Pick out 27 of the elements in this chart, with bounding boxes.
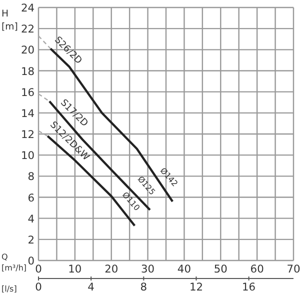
x-tick-label: 10 [68, 262, 82, 276]
y-tick-label: 6 [28, 191, 35, 204]
y-tick-label: 4 [28, 212, 35, 226]
y-axis-title: H [m] [2, 8, 18, 33]
x2-tick-label: 16 [242, 280, 256, 294]
x-axis-title: Q [m³/h] [2, 252, 27, 272]
x-tick-label: 40 [177, 262, 192, 276]
y-tick-label: 12 [20, 128, 35, 141]
y-tick-label: 20 [20, 44, 35, 57]
y-tick-label: 24 [20, 2, 35, 14]
x2-tick-label: 8 [140, 280, 148, 294]
x2-axis-title: [l/s] [2, 284, 17, 294]
y-tick-label: 10 [20, 149, 35, 162]
x-tick-label: 50 [214, 262, 228, 276]
x-tick-label: 30 [141, 262, 155, 276]
y-tick-label: 18 [20, 64, 35, 78]
x-tick-label: 60 [250, 262, 264, 276]
y-tick-label: 8 [28, 170, 35, 184]
x-tick-label: 20 [104, 262, 118, 276]
x-tick-label: 70 [286, 262, 300, 276]
y-tick-label: 0 [28, 254, 35, 268]
x2-tick-label: 4 [88, 280, 95, 294]
y-tick-label: 14 [20, 106, 35, 120]
y-tick-label: 2 [28, 233, 34, 246]
x2-tick-label: 12 [189, 280, 204, 294]
y-tick-label: 22 [20, 22, 35, 36]
y-tick-label: 16 [20, 86, 35, 99]
